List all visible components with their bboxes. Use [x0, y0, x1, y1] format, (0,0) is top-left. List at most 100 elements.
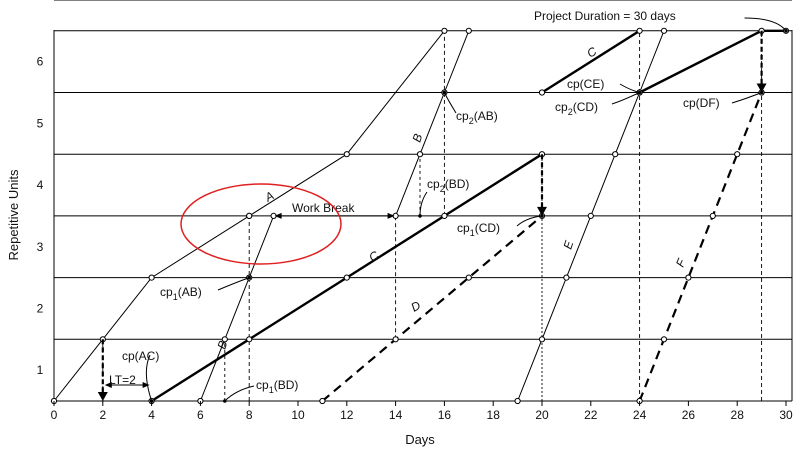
cp1-bd-leader — [224, 385, 255, 402]
cp2-ab-suffix: (AB) — [474, 109, 498, 123]
cp-ce-label: cp(CE) — [567, 77, 604, 91]
data-point-b — [221, 336, 228, 343]
y-tick-label: 1 — [37, 363, 44, 377]
x-tick-label: 4 — [148, 408, 155, 422]
x-tick-label: 30 — [779, 408, 793, 422]
data-point-e — [514, 397, 521, 405]
y-tick-label: 3 — [37, 240, 44, 254]
data-point-e — [563, 274, 570, 281]
cp1-bd-base: cp — [256, 378, 269, 392]
x-tick-label: 8 — [246, 408, 253, 422]
project-duration-leader — [744, 17, 787, 32]
cp1-cd-label: cp1(CD) — [457, 221, 500, 238]
cp2-ab-sub: 2 — [469, 116, 474, 126]
cp2-bd-leader — [419, 191, 428, 216]
series-layer — [50, 27, 790, 405]
x-tick-label: 26 — [682, 408, 696, 422]
cp2-cd-leader — [611, 92, 640, 105]
arrow-layer — [97, 17, 788, 403]
data-point-a — [246, 212, 253, 219]
annotations: Project Duration = 30 days Work Break LT… — [109, 9, 720, 395]
data-point-f — [660, 336, 668, 343]
data-point-f — [709, 212, 716, 219]
series-line-df — [639, 29, 786, 94]
data-point-e — [612, 151, 619, 158]
x-tick-label: 2 — [99, 408, 106, 422]
lt-arrow-right — [142, 382, 150, 388]
x-tick-label: 20 — [535, 408, 549, 422]
series-line-a — [248, 30, 445, 217]
data-point-c — [636, 27, 643, 34]
series-line-b — [199, 215, 275, 402]
cp-df-leader-tip — [759, 90, 764, 95]
lt-arrow-left — [104, 382, 112, 388]
data-point-e — [538, 336, 546, 343]
activity-label-e: E — [561, 238, 577, 251]
x-tick-label: 12 — [340, 408, 354, 422]
cp1-ab-leader — [217, 277, 250, 291]
lt-label: LT=2 — [109, 373, 136, 387]
data-point-a — [148, 274, 155, 281]
activity-label-f: F — [673, 256, 689, 269]
cp1-cd-suffix: (CD) — [475, 221, 500, 235]
cp2-bd-label: cp2(BD) — [427, 177, 469, 194]
cp1-bd-sub: 1 — [269, 385, 274, 395]
cp-df-label: cp(DF) — [683, 96, 720, 110]
data-point-f — [734, 151, 741, 158]
cp1-cd-leader — [516, 215, 543, 227]
data-point-d — [465, 274, 472, 281]
cp1-cd-leader-tip — [540, 214, 544, 218]
series-line-c — [541, 29, 641, 94]
y-tick-label: 6 — [37, 55, 44, 69]
cp2-ab-label: cp2(AB) — [456, 109, 498, 126]
activity-label-b-upper: B — [410, 132, 426, 144]
cp1-ab-sub: 1 — [173, 292, 178, 302]
series-line-d — [321, 215, 543, 402]
data-point-a — [441, 27, 448, 34]
data-point-e — [587, 212, 594, 219]
cp1-ab-label: cp1(AB) — [160, 285, 202, 302]
work-break-arrow-left — [274, 212, 282, 219]
cp1-bd-label: cp1(BD) — [256, 378, 298, 395]
data-point-c — [343, 274, 350, 281]
cp2-cd-label: cp2(CD) — [555, 100, 598, 117]
y-tick-label: 2 — [37, 301, 44, 315]
series-line-a — [53, 215, 250, 402]
series-line-f — [638, 92, 763, 402]
drop-arrow-head — [756, 83, 767, 93]
x-tick-label: 14 — [389, 408, 403, 422]
cp1-ab-leader-tip — [247, 275, 251, 280]
cp2-bd-suffix: (BD) — [445, 177, 470, 191]
activity-label-b-lower: B — [215, 339, 231, 351]
data-point-f — [685, 274, 692, 281]
cp1-ab-base: cp — [160, 285, 173, 299]
data-point-e — [660, 27, 668, 34]
project-duration-leader-tip — [784, 29, 788, 33]
y-axis-title: Repetitive Units — [6, 169, 21, 261]
cp-ac-leader — [145, 354, 153, 402]
x-tick-label: 18 — [487, 408, 501, 422]
activity-label-d: D — [409, 298, 424, 315]
x-tick-label: 0 — [51, 408, 58, 422]
data-point-d — [392, 336, 399, 343]
data-point-b — [465, 27, 472, 34]
data-point-c — [246, 336, 253, 343]
data-point-c — [441, 212, 448, 219]
drop-arrow-head — [97, 392, 108, 401]
drop-arrow-head — [537, 206, 547, 216]
cp2-cd-sub: 2 — [568, 107, 573, 117]
cp1-ab-suffix: (AB) — [178, 285, 202, 299]
activity-label-a: A — [262, 188, 277, 205]
x-tick-label: 22 — [584, 408, 598, 422]
x-tick-label: 24 — [633, 408, 647, 422]
x-tick-label: 16 — [438, 408, 452, 422]
cp-ac-label: cp(AC) — [122, 349, 159, 363]
data-point-c — [538, 89, 546, 96]
cp2-bd-leader-tip — [418, 214, 422, 218]
x-tick-label: 10 — [291, 408, 305, 422]
x-axis-title: Days — [405, 432, 435, 447]
cp2-ab-base: cp — [456, 109, 469, 123]
y-tick-label: 4 — [37, 178, 44, 192]
series-line-b — [395, 30, 470, 217]
cp1-cd-base: cp — [457, 221, 470, 235]
